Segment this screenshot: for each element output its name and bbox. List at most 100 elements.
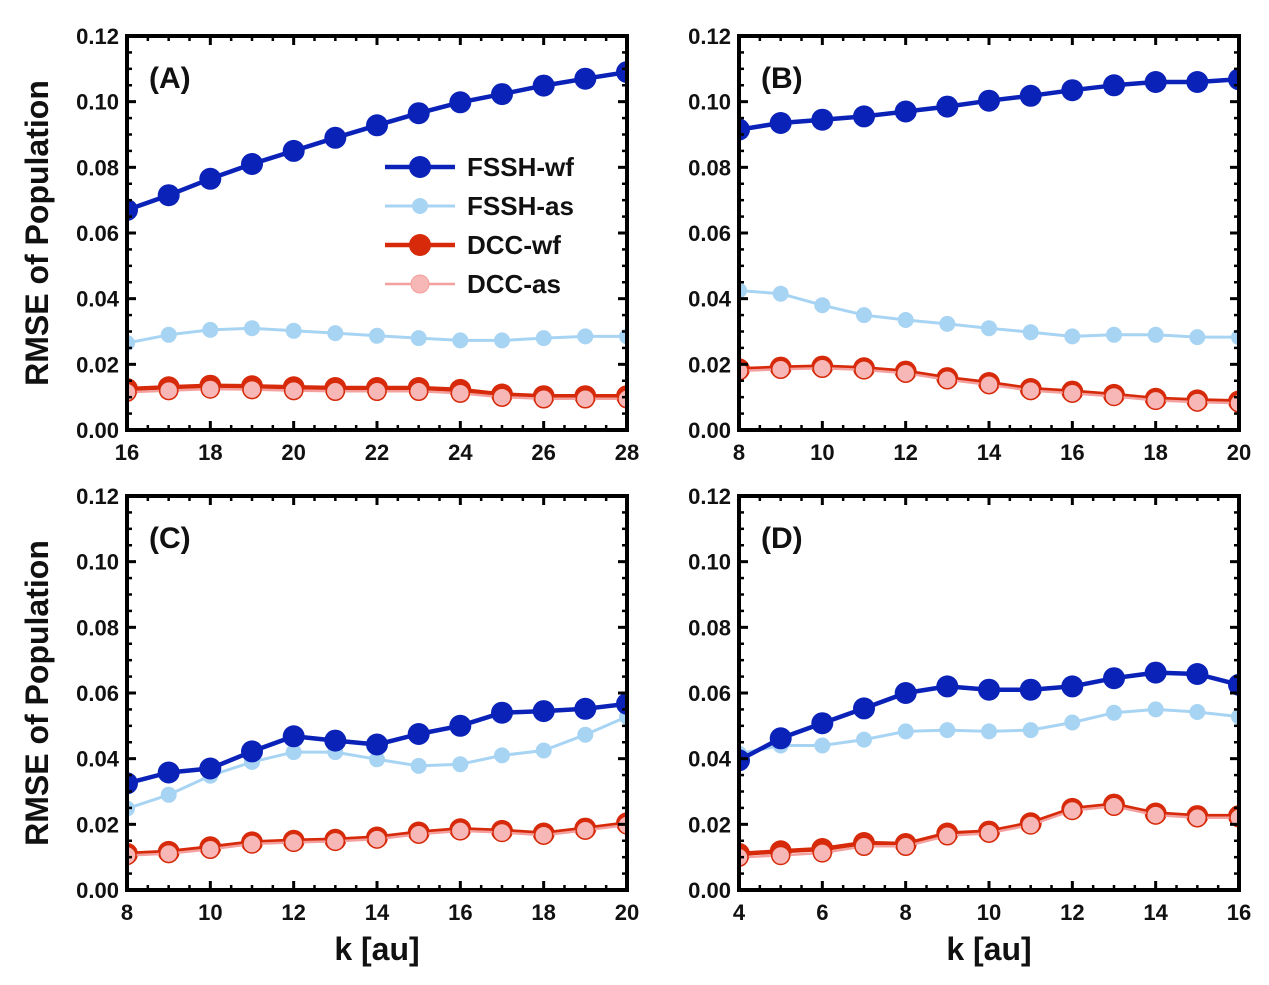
data-point	[1062, 383, 1083, 403]
data-point	[327, 325, 344, 342]
data-point	[410, 757, 427, 774]
legend-label: FSSH-wf	[467, 152, 574, 182]
data-point	[814, 737, 831, 754]
data-point	[282, 725, 305, 748]
data-point	[812, 358, 833, 379]
data-point	[242, 834, 262, 854]
data-point	[1022, 722, 1039, 739]
plot-area	[739, 68, 1239, 413]
data-point	[491, 83, 513, 106]
y-tick-label: 0.04	[76, 287, 120, 312]
data-point	[854, 836, 874, 857]
y-tick-label: 0.08	[688, 615, 731, 640]
data-point	[978, 678, 1000, 701]
data-point	[535, 742, 552, 759]
data-point	[1062, 800, 1083, 821]
y-tick-label: 0.08	[76, 155, 119, 180]
legend-item: FSSH-as	[385, 191, 574, 221]
x-tick-label: 8	[900, 900, 912, 925]
data-point	[936, 95, 959, 118]
x-tick-label: 18	[1143, 440, 1167, 465]
y-tick-label: 0.02	[688, 812, 731, 837]
data-point	[532, 700, 555, 723]
legend-marker	[410, 274, 430, 294]
data-point	[452, 332, 469, 349]
data-point	[575, 389, 596, 409]
x-tick-label: 20	[281, 440, 305, 465]
legend-label: FSSH-as	[467, 191, 574, 221]
data-point	[533, 825, 554, 845]
y-tick-label: 0.00	[688, 878, 731, 903]
data-point	[895, 836, 916, 857]
legend-item: FSSH-wf	[385, 152, 574, 182]
series-fssh-as	[739, 701, 1239, 762]
y-tick-label: 0.00	[76, 418, 119, 443]
legend-label: DCC-wf	[467, 230, 561, 260]
data-point	[577, 726, 594, 743]
y-tick-label: 0.04	[688, 747, 732, 772]
x-tick-label: 28	[615, 440, 639, 465]
data-point	[324, 126, 347, 149]
y-tick-label: 0.12	[688, 24, 731, 49]
legend-marker	[409, 234, 431, 256]
data-point	[199, 757, 222, 780]
data-point	[367, 381, 387, 402]
x-tick-label: 18	[531, 900, 555, 925]
data-point	[1019, 678, 1042, 701]
data-point	[936, 675, 959, 698]
data-point	[1189, 329, 1206, 346]
series-fssh-wf	[739, 661, 1239, 772]
plot-area	[739, 661, 1239, 867]
y-tick-label: 0.06	[688, 221, 731, 246]
y-axis-title: RMSE of Population	[19, 80, 55, 386]
x-tick-label: 16	[1060, 440, 1084, 465]
data-point	[616, 61, 627, 84]
panel-label: (C)	[149, 522, 191, 555]
x-tick-label: 14	[1143, 900, 1168, 925]
legend-marker	[412, 198, 428, 214]
data-point	[450, 821, 471, 841]
data-point	[894, 100, 917, 123]
data-point	[366, 733, 388, 756]
y-tick-label: 0.02	[76, 352, 119, 377]
data-point	[939, 722, 956, 739]
data-point	[937, 370, 958, 390]
data-point	[283, 832, 304, 853]
panel-label: (A)	[149, 62, 191, 95]
y-tick-label: 0.10	[76, 550, 119, 575]
data-point	[285, 744, 302, 761]
data-point	[452, 756, 469, 773]
data-point	[200, 379, 221, 399]
data-point	[1144, 661, 1167, 684]
data-point	[739, 361, 749, 381]
data-point	[366, 114, 388, 137]
data-point	[127, 845, 137, 866]
data-point	[450, 383, 471, 403]
data-point	[1106, 326, 1122, 343]
y-tick-label: 0.08	[688, 155, 731, 180]
data-point	[1020, 380, 1041, 401]
x-tick-label: 24	[448, 440, 473, 465]
data-point	[1064, 714, 1081, 731]
data-point	[1145, 805, 1166, 825]
data-point	[407, 723, 430, 745]
y-tick-label: 0.04	[76, 747, 120, 772]
data-point	[157, 184, 180, 207]
data-point	[492, 822, 512, 843]
data-point	[853, 697, 875, 720]
plot-area	[127, 61, 627, 409]
x-tick-label: 16	[448, 900, 472, 925]
y-tick-label: 0.10	[688, 90, 731, 115]
data-point	[1189, 704, 1206, 720]
data-point	[408, 381, 429, 402]
data-point	[449, 714, 472, 737]
x-tick-label: 20	[615, 900, 639, 925]
data-point	[854, 360, 874, 380]
data-point	[1186, 71, 1209, 93]
data-point	[814, 297, 831, 314]
data-point	[491, 701, 513, 724]
data-point	[1022, 324, 1039, 341]
x-tick-label: 10	[198, 900, 222, 925]
data-point	[1145, 390, 1166, 411]
y-tick-label: 0.06	[688, 681, 731, 706]
